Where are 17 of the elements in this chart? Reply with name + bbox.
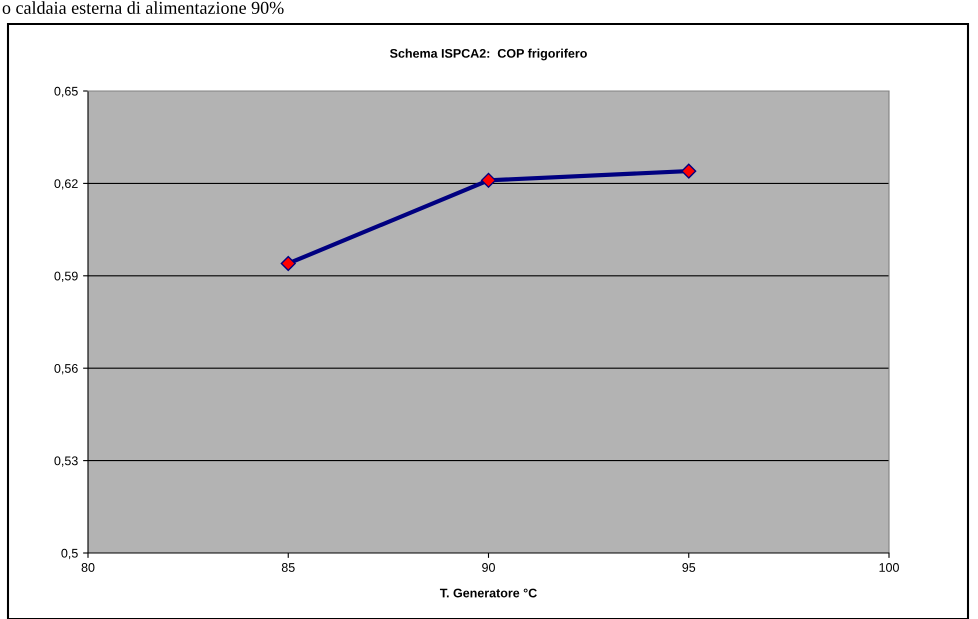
- x-tick-label: 80: [82, 563, 94, 572]
- x-tick-label: 95: [682, 563, 696, 572]
- x-tick-label: 85: [282, 563, 295, 572]
- y-tick-label: 0,59: [54, 272, 78, 282]
- x-tick-label: 100: [880, 563, 899, 572]
- y-tick-label: 0,53: [54, 456, 78, 467]
- x-tick-label: 90: [482, 563, 495, 572]
- point: [681, 164, 696, 179]
- y-tick-label: 0,56: [54, 364, 78, 374]
- y-tick-label: 0,5: [61, 548, 78, 560]
- y-tick-label: 0,65: [54, 86, 78, 98]
- x-axis-title: T. Generatore °C: [440, 588, 537, 598]
- chart-title: Schema ISPCA2: COP frigorifero: [390, 48, 587, 60]
- point: [280, 256, 296, 272]
- text: o caldaia esterna di alimentazione 90%: [2, 1, 284, 14]
- point: [480, 172, 496, 188]
- y-tick-label: 0,62: [54, 179, 78, 190]
